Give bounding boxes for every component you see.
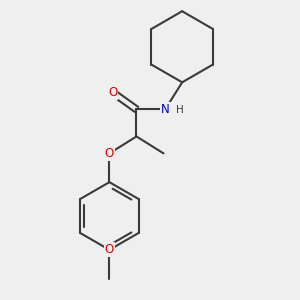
Text: O: O xyxy=(105,147,114,160)
Text: H: H xyxy=(176,105,183,115)
Text: N: N xyxy=(161,103,170,116)
Text: O: O xyxy=(105,243,114,256)
Text: O: O xyxy=(108,86,117,99)
